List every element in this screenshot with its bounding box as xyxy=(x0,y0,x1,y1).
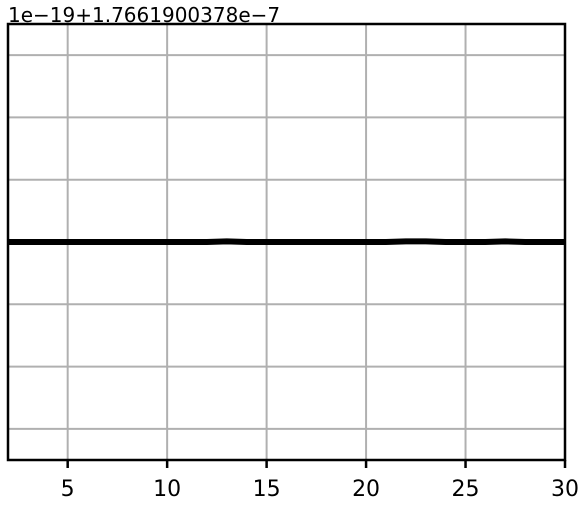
x-tick-label-5: 30 xyxy=(551,477,579,502)
x-tick-label-2: 15 xyxy=(253,477,281,502)
x-tick-label-3: 20 xyxy=(352,477,380,502)
x-tick-label-1: 10 xyxy=(153,477,181,502)
axes-frame xyxy=(6,22,567,462)
series-line-0 xyxy=(8,238,565,245)
plot-area: 5 10 15 20 25 30 xyxy=(6,22,579,502)
x-tick-label-0: 5 xyxy=(61,477,75,502)
x-tick-label-4: 25 xyxy=(452,477,480,502)
